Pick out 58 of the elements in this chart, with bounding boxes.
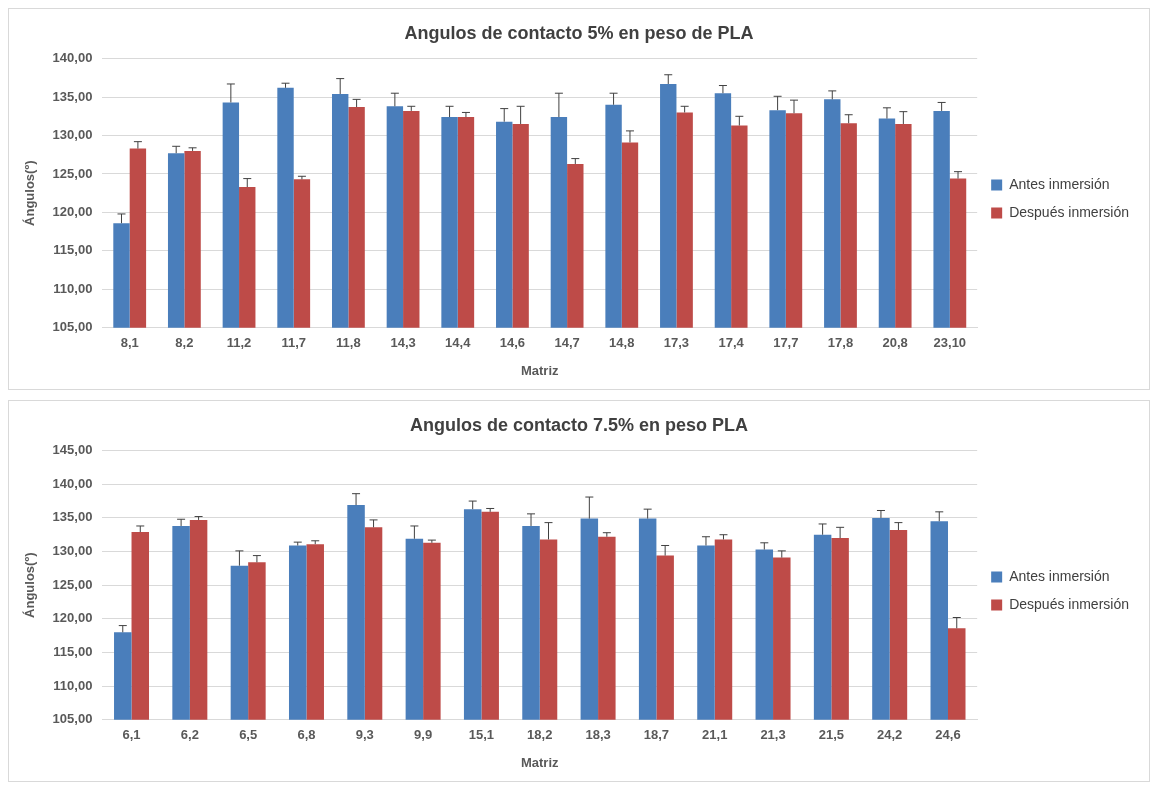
y-tick-label: 135,00	[52, 509, 93, 525]
x-tick-label: 11,7	[281, 335, 307, 351]
chart-title: Angulos de contacto 7.5% en peso PLA	[409, 414, 749, 435]
y-tick-label: 115,00	[53, 644, 93, 660]
legend-label: Antes inmersión	[1009, 175, 1110, 192]
x-tick-label: 8,2	[175, 335, 194, 351]
y-tick-label: 140,00	[52, 50, 93, 66]
x-tick-label: 24,6	[935, 727, 961, 743]
y-axis-title: Ángulos(º)	[22, 160, 38, 226]
x-tick-label: 14,4	[445, 335, 472, 351]
y-tick-label: 120,00	[52, 204, 93, 220]
x-tick-label: 18,3	[585, 727, 611, 743]
x-tick-label: 6,1	[122, 727, 141, 743]
chart-title: Angulos de contacto 5% en peso de PLA	[404, 22, 754, 43]
legend-label: Antes inmersión	[1009, 567, 1110, 584]
y-tick-label: 135,00	[52, 88, 93, 104]
x-tick-label: 15,1	[468, 727, 495, 743]
x-tick-label: 9,3	[355, 727, 374, 743]
x-tick-label: 14,8	[609, 335, 635, 351]
x-tick-label: 17,4	[718, 335, 745, 351]
x-tick-label: 18,2	[527, 727, 553, 743]
y-tick-label: 130,00	[52, 543, 93, 559]
x-tick-label: 9,9	[414, 727, 433, 743]
x-tick-label: 14,7	[554, 335, 580, 351]
y-tick-label: 140,00	[52, 475, 93, 491]
y-tick-label: 105,00	[52, 711, 93, 727]
y-tick-label: 115,00	[53, 242, 93, 258]
x-tick-label: 14,3	[390, 335, 416, 351]
y-tick-label: 145,00	[52, 442, 93, 458]
x-tick-label: 11,8	[336, 335, 361, 351]
legend-label: Después inmersión	[1009, 595, 1130, 612]
x-tick-label: 17,7	[773, 335, 799, 351]
x-tick-label: 6,2	[180, 727, 199, 743]
y-axis-title: Ángulos(º)	[22, 552, 38, 618]
x-tick-label: 21,5	[818, 727, 845, 743]
x-tick-label: 6,5	[239, 727, 258, 743]
x-tick-label: 24,2	[877, 727, 903, 743]
x-tick-label: 17,3	[663, 335, 690, 351]
y-tick-label: 110,00	[53, 280, 93, 296]
x-tick-label: 20,8	[882, 335, 908, 351]
x-tick-label: 11,2	[226, 335, 252, 351]
x-tick-label: 21,1	[702, 727, 728, 743]
x-axis-title: Matriz	[520, 362, 560, 378]
y-tick-label: 105,00	[52, 319, 93, 335]
y-tick-label: 130,00	[52, 127, 93, 143]
x-tick-label: 6,8	[297, 727, 316, 743]
legend-label: Después inmersión	[1009, 203, 1130, 220]
y-tick-label: 125,00	[52, 576, 93, 592]
y-tick-label: 110,00	[53, 677, 93, 693]
x-tick-label: 17,8	[827, 335, 854, 351]
x-axis-title: Matriz	[520, 754, 560, 770]
x-tick-label: 21,3	[760, 727, 786, 743]
y-tick-label: 120,00	[52, 610, 93, 626]
x-tick-label: 23,10	[933, 335, 967, 351]
y-tick-label: 125,00	[52, 165, 93, 181]
x-tick-label: 8,1	[120, 335, 139, 351]
x-tick-label: 14,6	[499, 335, 526, 351]
x-tick-label: 18,7	[643, 727, 670, 743]
